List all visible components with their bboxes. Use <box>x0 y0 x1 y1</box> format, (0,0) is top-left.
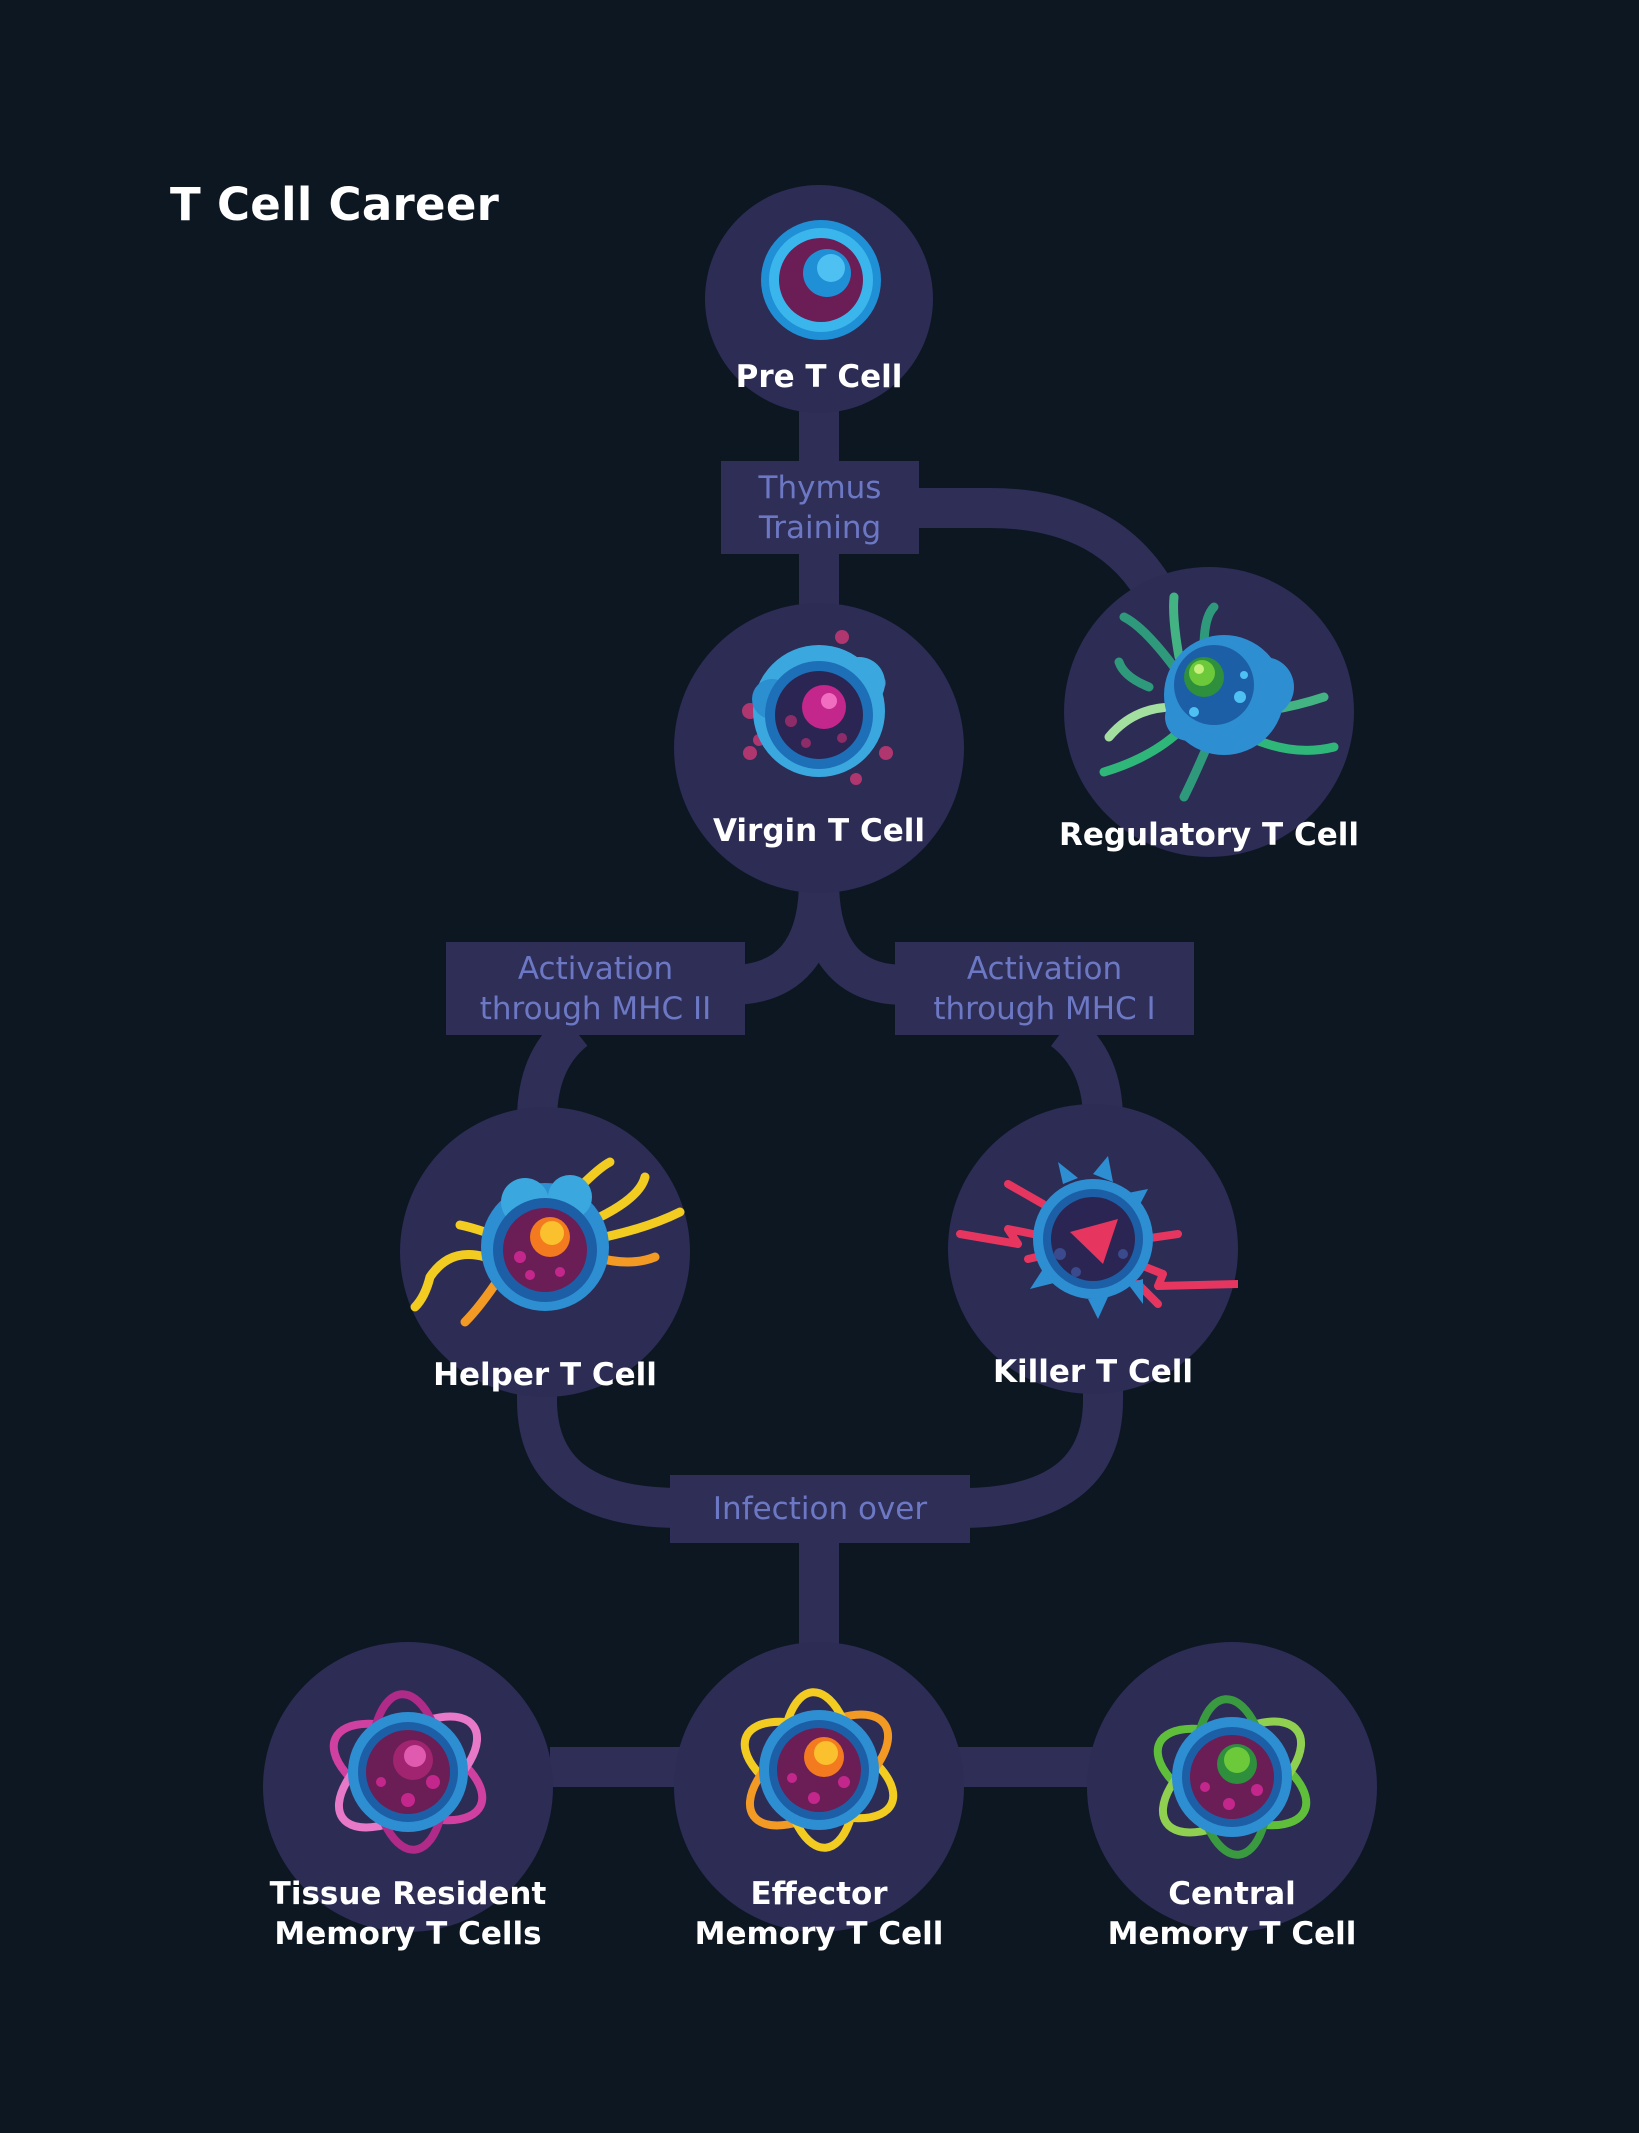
killer-t-cell-label: Killer T Cell <box>993 1354 1193 1390</box>
central-memory-t-cell-icon <box>1153 1695 1311 1859</box>
regulatory-t-cell-icon <box>1099 592 1339 802</box>
step-activation-mhc2: Activation through MHC II <box>446 942 745 1035</box>
tissue-resident-memory-t-cell-icon <box>329 1690 487 1854</box>
virgin-t-cell-icon <box>742 630 893 785</box>
node-central-memory-t-cell: Central Memory T Cell <box>1087 1642 1377 1952</box>
connector-virgin-to-mhc1 <box>799 879 906 1005</box>
step-thymus-training: Thymus Training <box>721 461 919 554</box>
step-infection-over: Infection over <box>670 1475 970 1543</box>
node-tissue-resident-memory-t-cells: Tissue Resident Memory T Cells <box>263 1642 553 1952</box>
effector-memory-t-cell-icon <box>740 1688 898 1852</box>
node-helper-t-cell: Helper T Cell <box>400 1107 690 1397</box>
node-virgin-t-cell: Virgin T Cell <box>674 603 964 893</box>
tissue-resident-memory-t-cells-label: Tissue Resident Memory T Cells <box>269 1876 547 1952</box>
node-regulatory-t-cell: Regulatory T Cell <box>1059 567 1359 857</box>
node-effector-memory-t-cell: Effector Memory T Cell <box>674 1642 964 1952</box>
connector-thymus-to-regulatory <box>915 488 1178 610</box>
helper-t-cell-icon <box>410 1157 685 1327</box>
connector-killer-to-infection <box>940 1370 1123 1528</box>
connector-helper-to-infection <box>517 1370 700 1528</box>
virgin-t-cell-label: Virgin T Cell <box>712 813 925 849</box>
diagram-title: T Cell Career <box>170 178 500 231</box>
regulatory-t-cell-label: Regulatory T Cell <box>1058 817 1360 853</box>
helper-t-cell-label: Helper T Cell <box>433 1357 657 1393</box>
node-pre-t-cell: Pre T Cell <box>705 185 933 413</box>
pre-t-cell-label: Pre T Cell <box>735 359 903 395</box>
step-activation-mhc1: Activation through MHC I <box>895 942 1194 1035</box>
central-memory-t-cell-label: Central Memory T Cell <box>1107 1876 1357 1952</box>
killer-t-cell-icon <box>956 1156 1238 1319</box>
node-killer-t-cell: Killer T Cell <box>948 1104 1238 1394</box>
effector-memory-t-cell-label: Effector Memory T Cell <box>694 1876 944 1952</box>
pre-t-cell-icon <box>761 220 881 340</box>
